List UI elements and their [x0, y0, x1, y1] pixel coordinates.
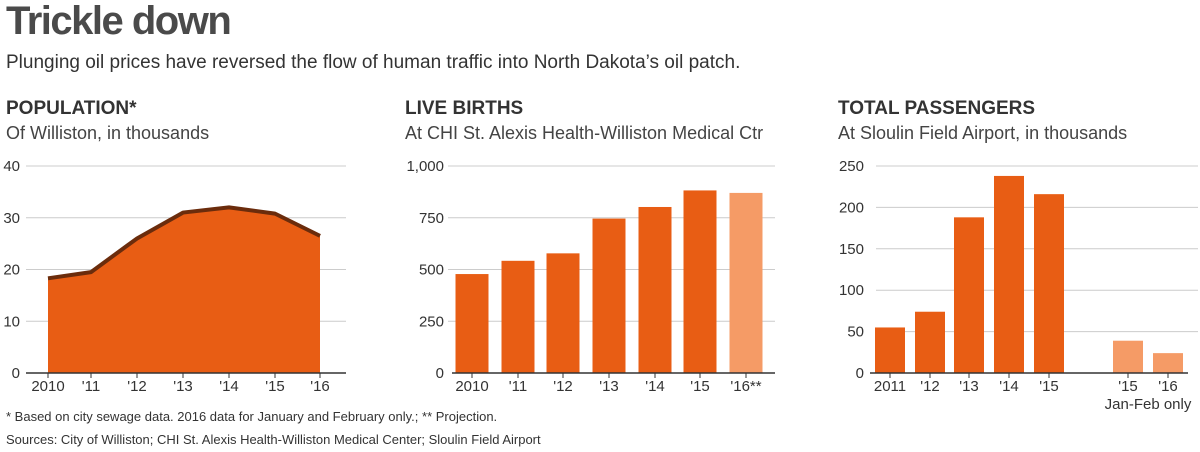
- population-chart-subtitle: Of Williston, in thousands: [6, 123, 210, 143]
- page-subtitle: Plunging oil prices have reversed the fl…: [6, 52, 741, 73]
- passengers-xtick-label: '16: [1158, 378, 1178, 395]
- passengers-ytick-label: 250: [839, 158, 864, 175]
- population-xtick-label: 2010: [31, 378, 64, 395]
- births-xtick-label: '11: [509, 378, 527, 395]
- passengers-chart-subtitle: At Sloulin Field Airport, in thousands: [838, 123, 1128, 143]
- footnote: * Based on city sewage data. 2016 data f…: [6, 409, 498, 424]
- births-bar: [546, 253, 580, 373]
- population-xtick-label: '15: [265, 378, 285, 395]
- population-ytick-label: 10: [3, 313, 20, 330]
- births-xtick-label: 2010: [455, 378, 488, 395]
- passengers-bar: [875, 327, 905, 373]
- passengers-bar: [1034, 194, 1064, 373]
- population-xtick-label: '12: [127, 378, 147, 395]
- passengers-xtick-label: '12: [920, 378, 940, 395]
- births-bar: [638, 206, 672, 373]
- births-ytick-label: 1,000: [406, 158, 444, 175]
- passengers-ytick-label: 100: [839, 282, 864, 299]
- population-xtick-label: '16: [310, 378, 330, 395]
- passengers-group-label: Jan-Feb only: [1105, 396, 1192, 413]
- population-xtick-label: '11: [82, 378, 100, 395]
- births-chart-subtitle: At CHI St. Alexis Health-Williston Medic…: [405, 123, 764, 143]
- population-area: [48, 207, 320, 373]
- passengers-xtick-label: '15: [1039, 378, 1059, 395]
- births-xtick-label: '15: [690, 378, 710, 395]
- passengers-ytick-label: 50: [847, 324, 864, 341]
- passengers-ytick-label: 200: [839, 199, 864, 216]
- passengers-xtick-label: '14: [999, 378, 1019, 395]
- births-ytick-label: 0: [436, 365, 444, 382]
- births-ytick-label: 750: [419, 210, 444, 227]
- births-bar: [729, 192, 763, 373]
- births-xtick-label: '13: [599, 378, 619, 395]
- passengers-xtick-label: 2011: [874, 378, 906, 395]
- sources-note: Sources: City of Williston; CHI St. Alex…: [6, 432, 541, 447]
- passengers-ytick-label: 0: [856, 365, 864, 382]
- births-ytick-label: 250: [419, 313, 444, 330]
- births-bar: [455, 274, 489, 373]
- page-title: Trickle down: [6, 0, 232, 43]
- births-xtick-label: '16**: [730, 378, 761, 395]
- passengers-bar: [994, 175, 1024, 373]
- births-bar: [683, 190, 717, 373]
- passengers-bar: [915, 311, 945, 373]
- births-xtick-label: '14: [645, 378, 665, 395]
- population-xtick-label: '14: [219, 378, 239, 395]
- births-ytick-label: 500: [419, 262, 444, 279]
- passengers-bar: [954, 217, 984, 373]
- passengers-xtick-label: '15: [1118, 378, 1138, 395]
- births-chart-title: LIVE BIRTHS: [405, 98, 524, 119]
- passengers-bar: [1113, 340, 1143, 373]
- births-bar: [501, 260, 535, 373]
- population-ytick-label: 30: [3, 210, 20, 227]
- population-chart-title: POPULATION*: [6, 98, 137, 119]
- population-ytick-label: 40: [3, 158, 20, 175]
- passengers-ytick-label: 150: [839, 241, 864, 258]
- population-ytick-label: 0: [12, 365, 20, 382]
- passengers-chart-title: TOTAL PASSENGERS: [838, 98, 1036, 119]
- population-xtick-label: '13: [173, 378, 193, 395]
- population-ytick-label: 20: [3, 262, 20, 279]
- births-xtick-label: '12: [553, 378, 573, 395]
- births-bar: [592, 218, 626, 373]
- passengers-bar: [1153, 353, 1183, 373]
- passengers-xtick-label: '13: [959, 378, 979, 395]
